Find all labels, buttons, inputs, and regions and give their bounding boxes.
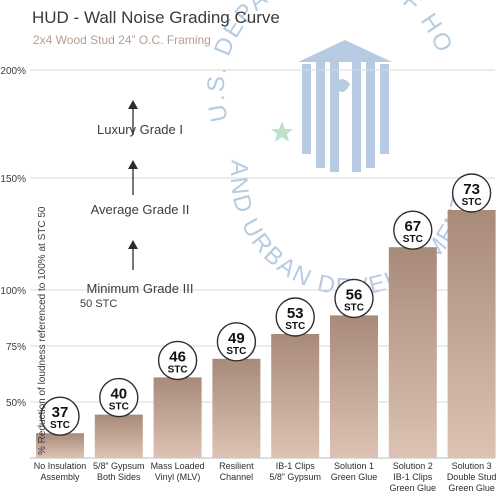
y-tick-label: 150% (0, 174, 26, 185)
bar (330, 315, 378, 458)
seal-text-top: U.S. DEPARTMENT OF HOUSING (0, 0, 458, 124)
bar-value-label: 46 (169, 348, 186, 365)
bar-value-label: 56 (346, 286, 363, 303)
bar-value-label: 40 (110, 386, 127, 403)
bars (36, 210, 496, 458)
category-label: Solution 3 Double Stud Green Glue (447, 461, 497, 493)
bar-value-unit: STC (344, 302, 364, 313)
y-tick-label: 75% (6, 342, 26, 353)
bar-value-unit: STC (285, 321, 305, 332)
bar-value-label: 73 (463, 181, 480, 198)
y-tick-label: 50% (6, 398, 26, 409)
category-label: No Insulation Assembly (34, 461, 87, 482)
bar (388, 247, 437, 458)
grade-label: Luxury Grade I (97, 122, 183, 137)
bar (94, 414, 143, 458)
bar (447, 210, 496, 458)
chart-subtitle: 2x4 Wood Stud 24” O.C. Framing (33, 33, 211, 47)
bar-value-label: 53 (287, 305, 304, 322)
grade-arrowhead (128, 240, 138, 249)
value-badge (216, 322, 257, 362)
category-label: 5/8” Gypsum Both Sides (93, 461, 145, 482)
seal-building-icon (298, 40, 392, 172)
grade-sublabel: 50 STC (80, 298, 117, 310)
seal-star-icon (271, 121, 293, 142)
bar-value-unit: STC (109, 402, 129, 413)
value-badge (393, 210, 433, 250)
category-labels: No Insulation Assembly 5/8” Gypsum Both Sid… (34, 461, 497, 493)
bar (212, 358, 261, 458)
bar-value-unit: STC (403, 234, 423, 245)
value-badge (275, 297, 315, 337)
grade-arrowhead (128, 100, 138, 109)
category-label: Resilient Channel (219, 461, 254, 482)
bar-value-label: 37 (52, 404, 69, 421)
value-badge (334, 278, 374, 319)
category-label: IB-1 Clips 5/8” Gypsum (269, 461, 321, 482)
y-axis-label: % Reduction of loudness referenced to 10… (37, 206, 48, 455)
value-badge (157, 340, 198, 381)
bar-value-label: 49 (228, 330, 245, 347)
value-badge (40, 396, 80, 436)
bar (153, 377, 202, 458)
bar (36, 433, 84, 458)
bar (271, 334, 320, 458)
bar-value-unit: STC (462, 197, 482, 208)
category-label: Mass Loaded Vinyl (MLV) (151, 461, 205, 482)
category-label: Solution 1 Green Glue (331, 461, 378, 482)
bar-value-label: 67 (404, 218, 421, 235)
chart-title: HUD - Wall Noise Grading Curve (32, 8, 280, 27)
value-badge (451, 173, 492, 213)
y-tick-label: 200% (0, 66, 26, 77)
grade-arrowhead (128, 160, 138, 169)
y-axis-ticks: 50% 75% 100% 150% 200% (0, 66, 26, 409)
category-label: Solution 2 IB-1 Clips Green Glue (390, 461, 437, 493)
grade-annotations: Luxury Grade I Average Grade II Minimum Gr… (80, 100, 193, 310)
bar-value-unit: STC (226, 346, 246, 357)
value-badge (99, 377, 139, 418)
grade-label: Minimum Grade III (87, 281, 194, 296)
bar-value-unit: STC (50, 420, 70, 431)
y-tick-label: 100% (0, 286, 26, 297)
grade-label: Average Grade II (91, 202, 190, 217)
bar-value-unit: STC (168, 364, 188, 375)
